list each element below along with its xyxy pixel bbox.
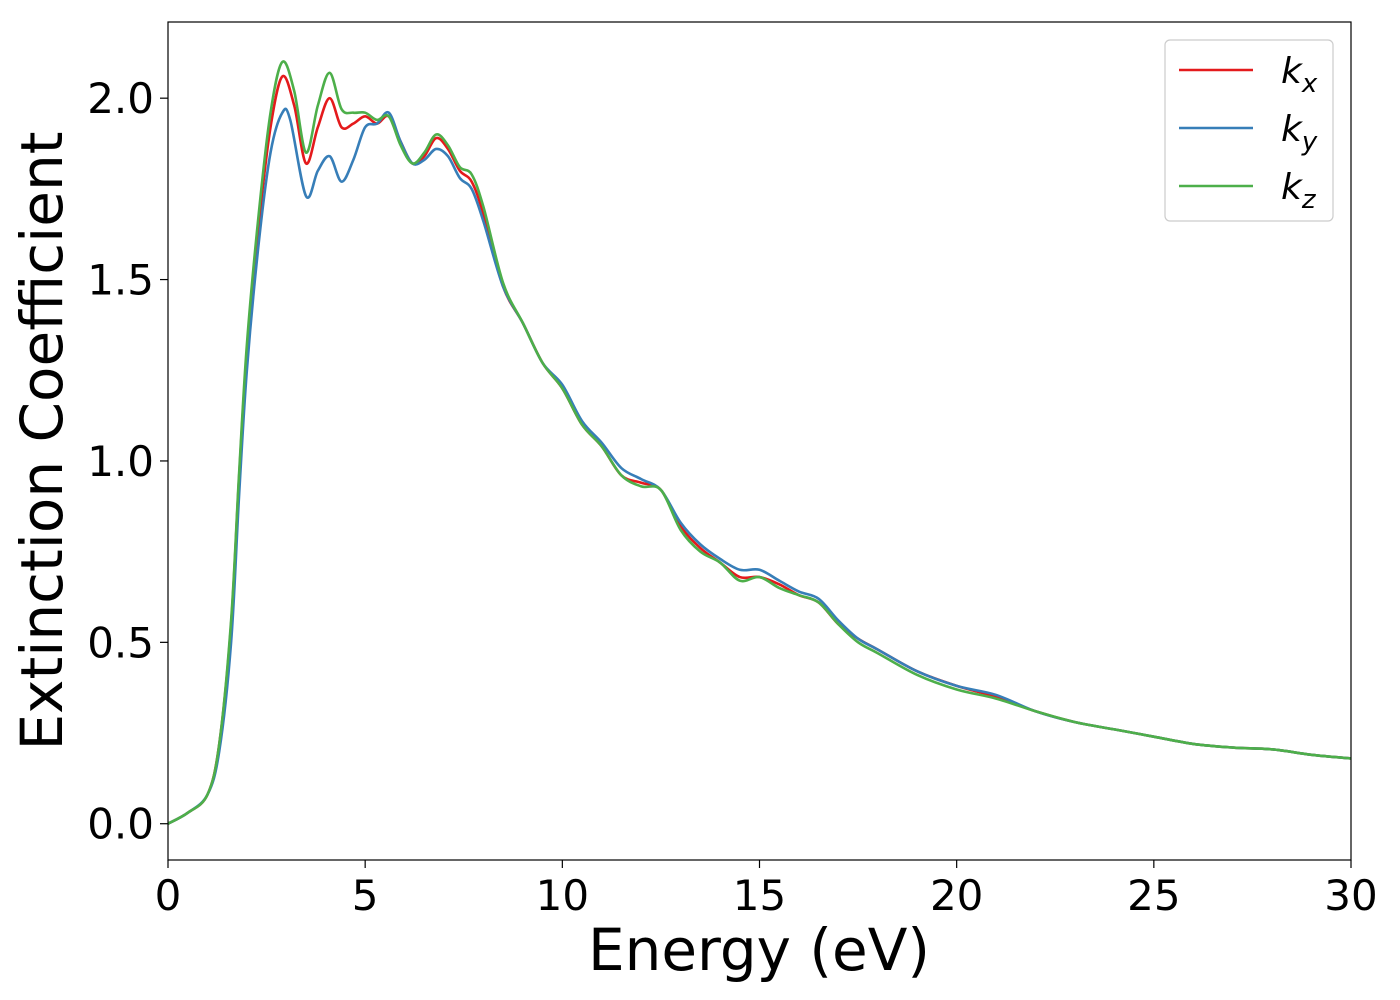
x-tick-label: 5 (352, 871, 379, 920)
x-tick-label: 0 (155, 871, 182, 920)
y-tick-label: 1.0 (87, 437, 154, 486)
x-tick-label: 15 (733, 871, 786, 920)
series-line-z (168, 60, 1351, 825)
plot-background (168, 22, 1351, 860)
y-tick-label: 0.5 (87, 618, 154, 667)
x-axis-title: Energy (eV) (588, 916, 930, 984)
x-tick-label: 30 (1324, 871, 1377, 920)
axes-layer: 0 5 10 15 20 25 30 0.0 0.5 1.0 1.5 2.0 (87, 21, 1378, 920)
x-tick-label: 25 (1127, 871, 1180, 920)
y-tick-label: 2.0 (87, 74, 154, 123)
legend-box (1164, 39, 1334, 222)
x-tick-label: 10 (536, 871, 589, 920)
series-layer (168, 60, 1351, 825)
y-tick-label: 1.5 (87, 256, 154, 305)
x-tick-label: 20 (930, 871, 983, 920)
plot-area (168, 22, 1351, 860)
y-axis-title: Extinction Coefficient (8, 132, 76, 751)
legend-label-z: kz (1281, 167, 1317, 215)
y-tick-label: 0.0 (87, 800, 154, 849)
